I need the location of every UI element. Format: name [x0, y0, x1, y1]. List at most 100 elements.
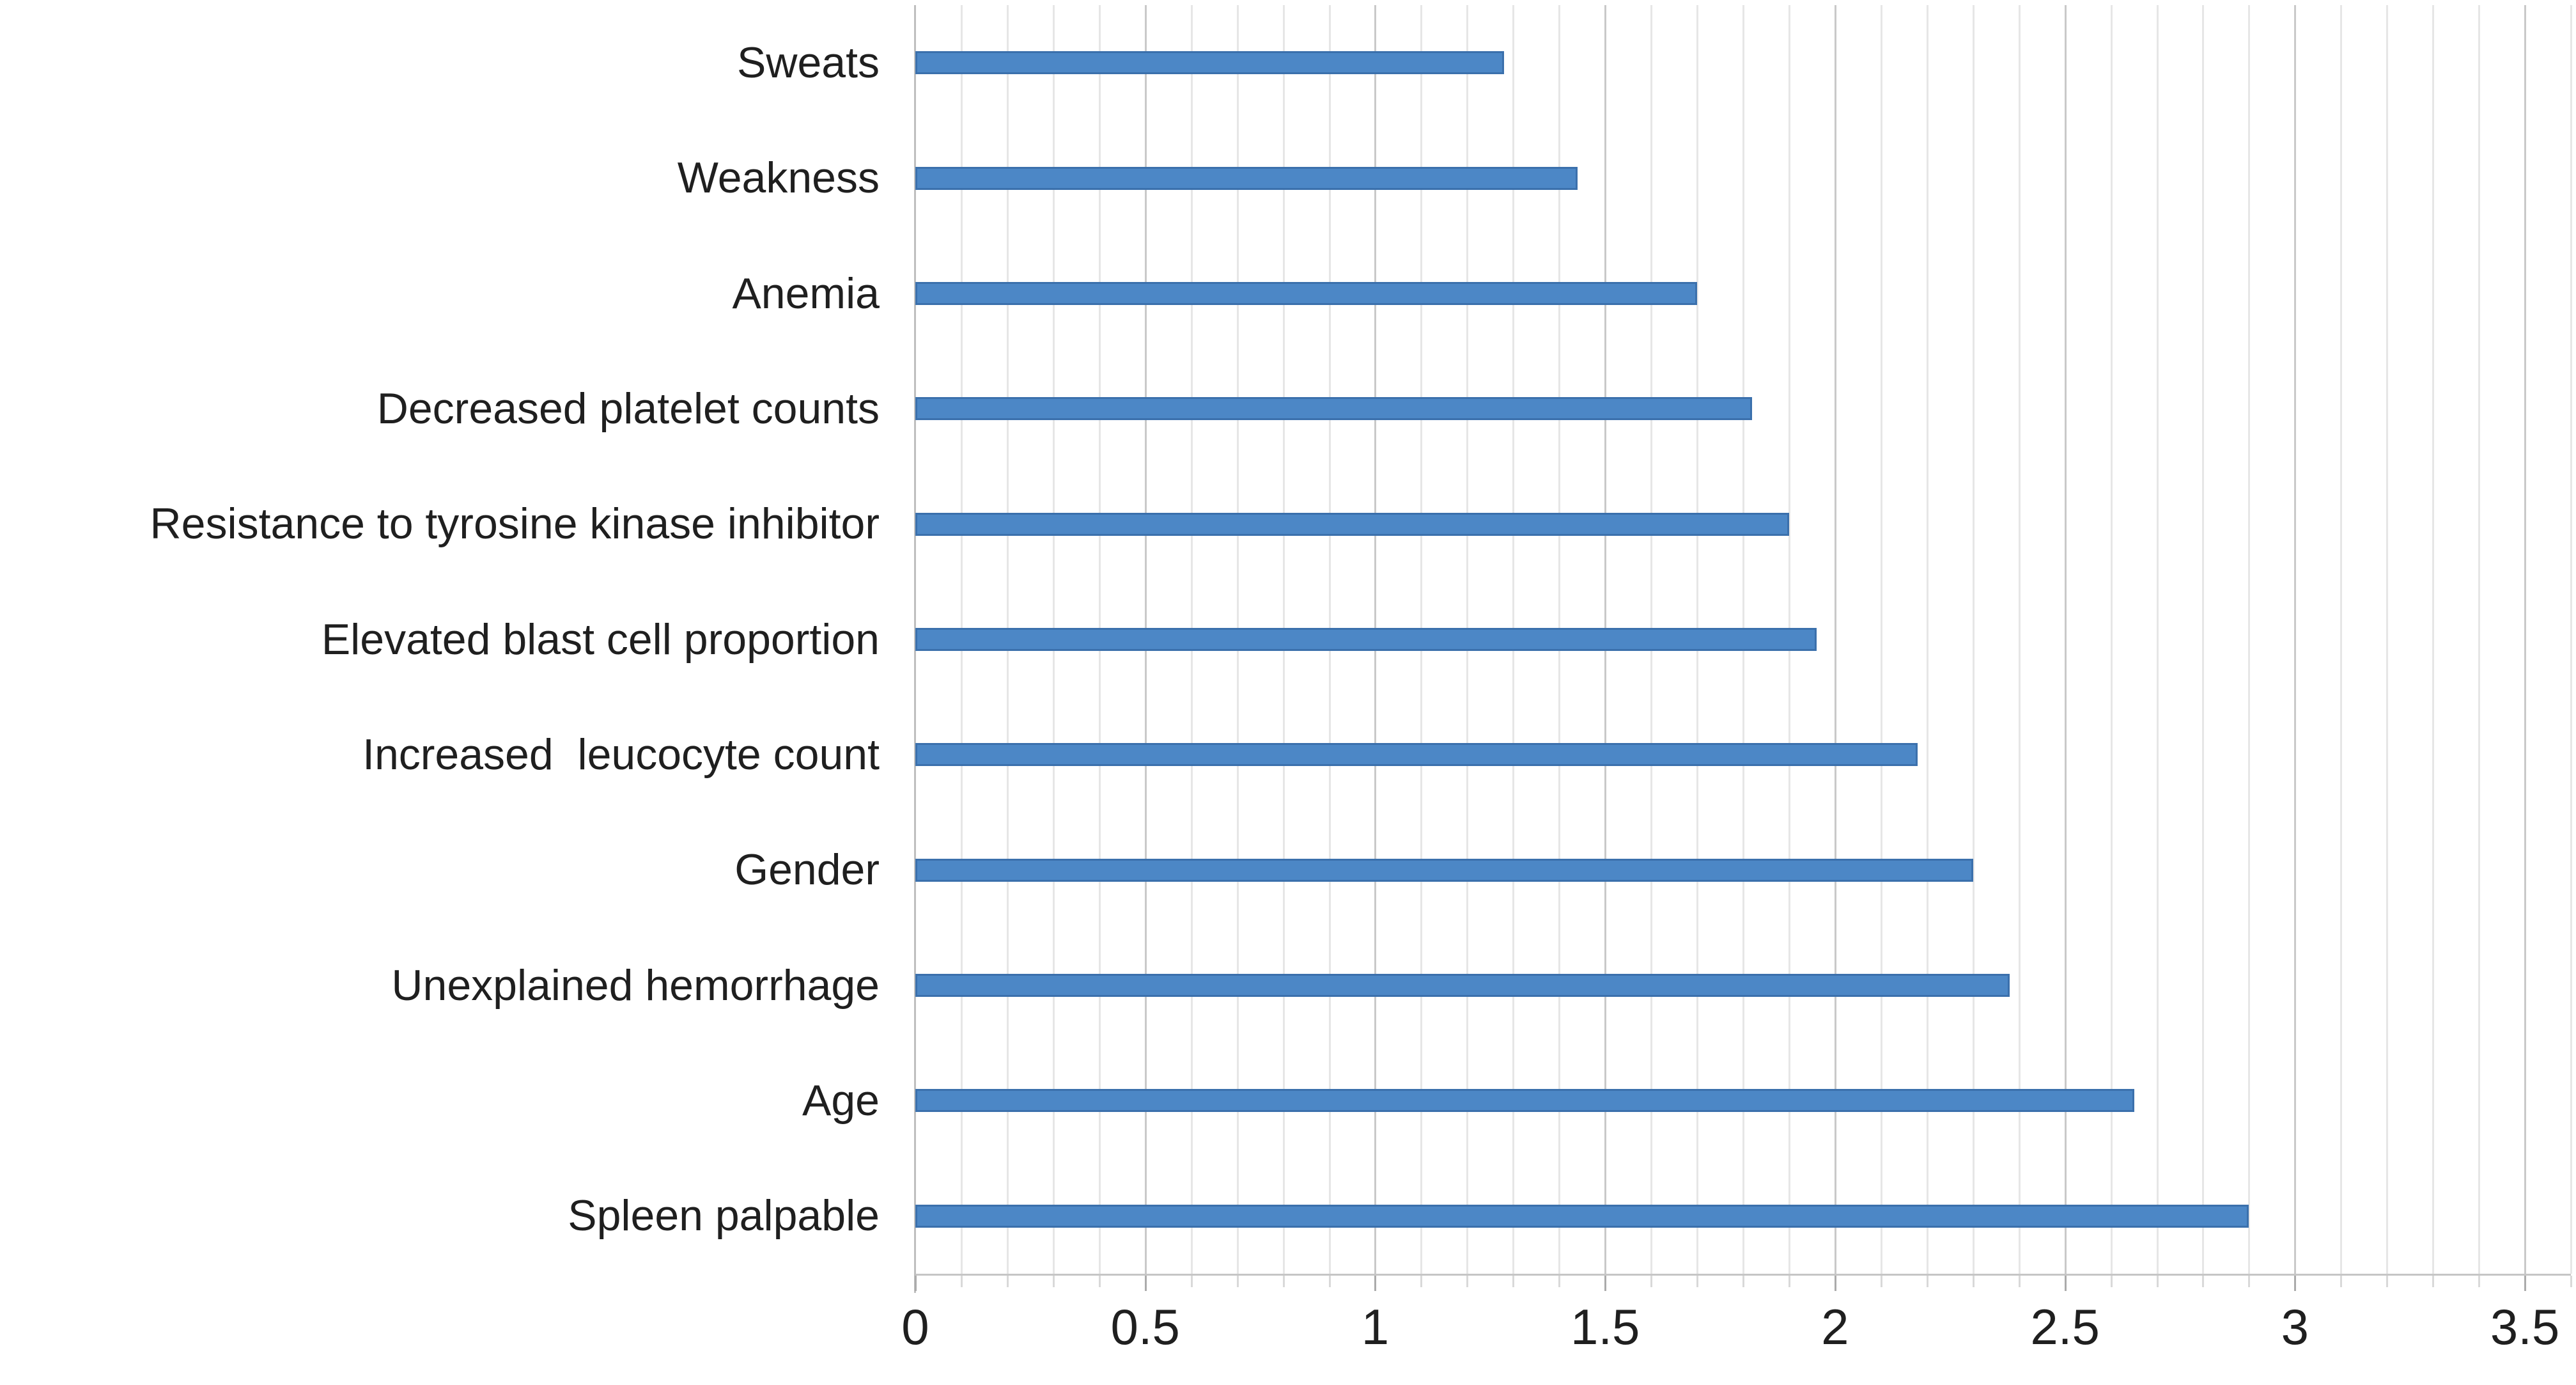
- axis-tick: [1834, 1276, 1836, 1291]
- axis-tick: [1236, 1276, 1239, 1287]
- axis-tick: [1650, 1276, 1653, 1287]
- axis-tick: [1190, 1276, 1193, 1287]
- axis-tick: [1098, 1276, 1101, 1287]
- minor-gridline: [2570, 5, 2572, 1274]
- axis-tick: [2294, 1276, 2297, 1291]
- bar-2: [915, 281, 1698, 305]
- axis-tick: [2248, 1276, 2251, 1287]
- major-gridline: [2524, 5, 2527, 1274]
- minor-gridline: [2110, 5, 2113, 1274]
- category-label: Decreased platelet counts: [376, 384, 880, 433]
- bar-row: [915, 697, 2571, 812]
- axis-tick: [1604, 1276, 1607, 1291]
- bar-1: [915, 166, 1578, 190]
- axis-tick: [2386, 1276, 2389, 1287]
- bars-layer: [915, 5, 2571, 1274]
- bar-row: [915, 582, 2571, 697]
- value-axis-label: 3: [2281, 1299, 2309, 1355]
- axis-tick: [1788, 1276, 1790, 1287]
- minor-gridline: [2340, 5, 2343, 1274]
- value-axis-label: 3.5: [2490, 1299, 2560, 1355]
- category-label: Age: [802, 1076, 880, 1125]
- axis-tick: [1282, 1276, 1285, 1287]
- axis-tick: [2156, 1276, 2159, 1287]
- axis-tick: [2570, 1276, 2572, 1287]
- minor-gridline: [2478, 5, 2481, 1274]
- bar-3: [915, 397, 1753, 421]
- category-label: Sweats: [737, 38, 880, 87]
- major-gridline: [2294, 5, 2297, 1274]
- category-axis-line: [914, 5, 916, 1293]
- minor-gridline: [2202, 5, 2205, 1274]
- minor-gridline: [1972, 5, 1975, 1274]
- value-axis-ticks: [915, 1274, 2572, 1293]
- axis-tick: [1972, 1276, 1975, 1287]
- bar-4: [915, 512, 1789, 536]
- axis-tick: [1420, 1276, 1423, 1287]
- axis-tick: [2018, 1276, 2021, 1287]
- category-label-row: Elevated blast cell proportion: [0, 582, 897, 697]
- axis-tick: [1696, 1276, 1699, 1287]
- axis-tick: [2064, 1276, 2067, 1291]
- axis-tick: [2340, 1276, 2343, 1287]
- bar-row: [915, 5, 2571, 120]
- bar-6: [915, 743, 1918, 767]
- bar-8: [915, 974, 2010, 998]
- axis-tick: [915, 1276, 917, 1291]
- category-label-row: Weakness: [0, 120, 897, 235]
- category-label-row: Anemia: [0, 236, 897, 351]
- axis-tick: [2478, 1276, 2481, 1287]
- bar-0: [915, 51, 1504, 75]
- bar-9: [915, 1089, 2134, 1113]
- major-gridline: [1834, 5, 1836, 1274]
- axis-tick: [1742, 1276, 1744, 1287]
- bar-10: [915, 1204, 2249, 1228]
- category-label: Spleen palpable: [568, 1191, 880, 1240]
- axis-tick: [960, 1276, 963, 1287]
- axis-tick: [2432, 1276, 2435, 1287]
- category-label: Increased leucocyte count: [362, 730, 880, 779]
- category-label-row: Resistance to tyrosine kinase inhibitor: [0, 466, 897, 581]
- category-label-row: Age: [0, 1043, 897, 1158]
- category-label-row: Decreased platelet counts: [0, 351, 897, 466]
- axis-tick: [1144, 1276, 1147, 1291]
- value-axis-label: 0: [901, 1299, 929, 1355]
- category-label: Weakness: [677, 153, 880, 203]
- axis-tick: [1328, 1276, 1331, 1287]
- bar-row: [915, 120, 2571, 235]
- minor-gridline: [2386, 5, 2389, 1274]
- minor-gridline: [2156, 5, 2159, 1274]
- value-axis-label: 2: [1821, 1299, 1849, 1355]
- axis-tick: [1466, 1276, 1469, 1287]
- value-axis-label: 1.5: [1570, 1299, 1640, 1355]
- bar-row: [915, 351, 2571, 466]
- minor-gridline: [2248, 5, 2251, 1274]
- bar-7: [915, 858, 1973, 882]
- category-label-row: Spleen palpable: [0, 1159, 897, 1274]
- minor-gridline: [1880, 5, 1882, 1274]
- category-label: Elevated blast cell proportion: [321, 614, 880, 664]
- axis-tick: [2110, 1276, 2113, 1287]
- category-label-row: Gender: [0, 813, 897, 928]
- category-label-row: Sweats: [0, 5, 897, 120]
- bar-row: [915, 1043, 2571, 1158]
- major-gridline: [2064, 5, 2067, 1274]
- minor-gridline: [2018, 5, 2021, 1274]
- axis-tick: [1512, 1276, 1515, 1287]
- bar-row: [915, 1159, 2571, 1274]
- bar-row: [915, 236, 2571, 351]
- category-label: Resistance to tyrosine kinase inhibitor: [150, 499, 880, 549]
- bar-row: [915, 466, 2571, 581]
- bar-row: [915, 813, 2571, 928]
- axis-tick: [1006, 1276, 1009, 1287]
- minor-gridline: [1926, 5, 1928, 1274]
- value-axis-label: 2.5: [2030, 1299, 2100, 1355]
- axis-tick: [1374, 1276, 1377, 1291]
- axis-tick: [1880, 1276, 1882, 1287]
- bar-5: [915, 627, 1817, 651]
- category-axis-labels: Sweats Weakness Anemia Decreased platelet c…: [0, 5, 897, 1274]
- category-label: Unexplained hemorrhage: [391, 960, 880, 1010]
- plot-area: [914, 5, 2572, 1293]
